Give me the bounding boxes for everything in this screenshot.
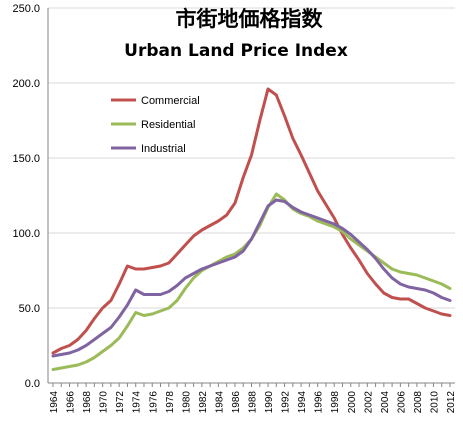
legend-label-industrial: Industrial bbox=[141, 143, 186, 155]
x-tick-label: 1968 bbox=[82, 391, 93, 414]
x-tick-label: 1966 bbox=[66, 391, 77, 414]
x-tick-label: 1996 bbox=[314, 391, 325, 414]
x-tick-label: 2010 bbox=[429, 391, 440, 414]
x-tick-label: 2004 bbox=[380, 391, 391, 414]
y-tick-label: 100.0 bbox=[12, 228, 40, 240]
chart-title: 市街地価格指数 bbox=[176, 7, 324, 31]
legend: Commercial Residential Industrial bbox=[111, 95, 200, 155]
x-tick-label: 1970 bbox=[99, 391, 110, 414]
axes: 0.0 50.0 100.0 150.0 200.0 250.0 1964 1966 1968 1… bbox=[12, 3, 457, 413]
series-layer bbox=[51, 87, 452, 371]
series-line-commercial bbox=[51, 87, 452, 355]
x-tick-label: 1986 bbox=[231, 391, 242, 414]
y-tick-label: 50.0 bbox=[19, 303, 40, 315]
x-tick-label: 1976 bbox=[148, 391, 159, 414]
x-tick-label: 1980 bbox=[181, 391, 192, 414]
x-tick-label: 1988 bbox=[248, 391, 259, 414]
x-tick-label: 2012 bbox=[446, 391, 457, 414]
x-tick-label: 1998 bbox=[330, 391, 341, 414]
y-tick-label: 150.0 bbox=[12, 153, 40, 165]
y-tick-label: 0.0 bbox=[25, 378, 40, 390]
x-tick-label: 1974 bbox=[132, 391, 143, 414]
x-tick-label: 2006 bbox=[396, 391, 407, 414]
chart-subtitle: Urban Land Price Index bbox=[124, 41, 348, 61]
x-tick-label: 1972 bbox=[115, 391, 126, 414]
x-tick-label: 2008 bbox=[413, 391, 424, 414]
x-tick-label: 1964 bbox=[49, 391, 60, 414]
x-tick-label: 1992 bbox=[281, 391, 292, 414]
x-tick-label: 1984 bbox=[214, 391, 225, 414]
y-tick-label: 250.0 bbox=[12, 3, 40, 15]
legend-label-commercial: Commercial bbox=[141, 95, 200, 107]
y-tick-label: 200.0 bbox=[12, 78, 40, 90]
series-line-residential bbox=[51, 192, 452, 371]
legend-label-residential: Residential bbox=[141, 119, 195, 131]
x-tick-label: 1982 bbox=[198, 391, 209, 414]
x-tick-label: 2002 bbox=[363, 391, 374, 414]
x-tick-label: 2000 bbox=[347, 391, 358, 414]
x-tick-label: 1990 bbox=[264, 391, 275, 414]
x-tick-label: 1994 bbox=[297, 391, 308, 414]
x-tick-label: 1978 bbox=[165, 391, 176, 414]
series-line-industrial bbox=[51, 198, 452, 358]
